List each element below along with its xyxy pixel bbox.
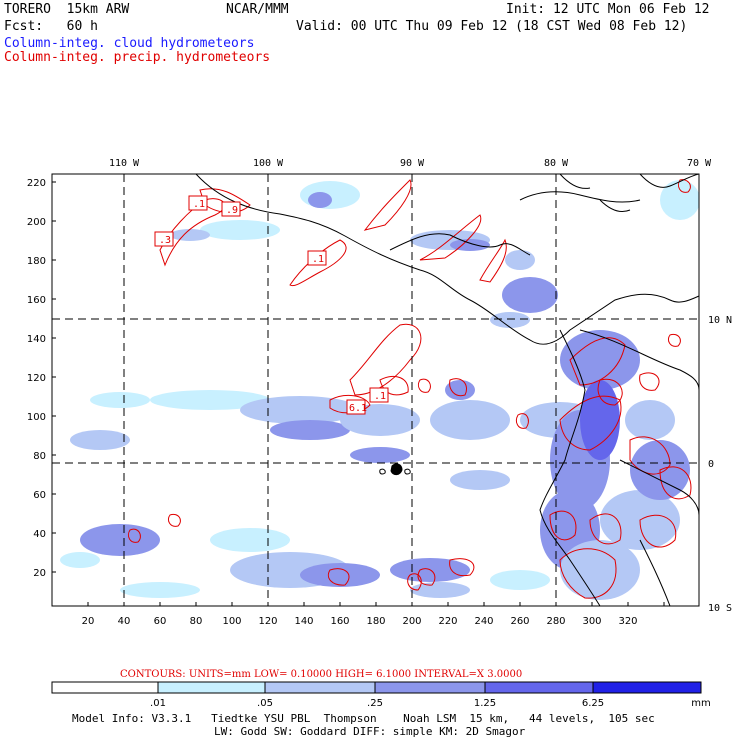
x-tick: 140 — [294, 616, 313, 627]
forecast-hour: Fcst: 60 h — [4, 19, 98, 34]
contour-info: CONTOURS: UNITS=mm LOW= 0.10000 HIGH= 6.… — [120, 669, 522, 680]
colorbar-tick: 1.25 — [474, 698, 496, 709]
y-tick: 100 — [27, 412, 46, 423]
precip-field-legend: Column-integ. precip. hydrometeors — [4, 50, 271, 65]
colorbar — [51, 681, 702, 694]
coastlines — [195, 174, 699, 606]
y-tick: 160 — [27, 295, 46, 306]
lat-labels: 10 N 0 10 S — [708, 315, 732, 614]
x-tick: 280 — [546, 616, 565, 627]
y-tick: 200 — [27, 217, 46, 228]
y-axis: 20 40 60 80 100 120 140 160 180 200 220 — [27, 178, 46, 579]
y-tick: 60 — [33, 490, 46, 501]
x-tick: 200 — [402, 616, 421, 627]
org-label: NCAR/MMM — [226, 2, 289, 17]
x-tick: 180 — [366, 616, 385, 627]
colorbar-tick: .01 — [150, 698, 166, 709]
lat-label: 0 — [708, 459, 714, 470]
colorbar-tick: .25 — [367, 698, 383, 709]
cloud-field-legend: Column-integ. cloud hydrometeors — [4, 36, 255, 51]
lon-labels: 110 W 100 W 90 W 80 W 70 W — [109, 158, 712, 169]
contour-label: .3 — [159, 235, 171, 246]
y-tick: 220 — [27, 178, 46, 189]
x-tick: 40 — [118, 616, 131, 627]
y-tick: 40 — [33, 529, 46, 540]
contour-label: .1 — [193, 199, 205, 210]
colorbar-ticks: .01 .05 .25 1.25 6.25 mm — [150, 698, 711, 709]
cloud-shading — [60, 180, 699, 600]
contour-label-boxes — [154, 195, 389, 415]
x-tick: 20 — [82, 616, 95, 627]
lon-label: 80 W — [544, 158, 569, 169]
colorbar-tick: 6.25 — [582, 698, 604, 709]
init-label: Init: 12 UTC Mon 06 Feb 12 — [506, 2, 710, 17]
contour-label: .9 — [226, 205, 238, 216]
y-tick: 180 — [27, 256, 46, 267]
colorbar-tick: .05 — [257, 698, 273, 709]
lat-label: 10 S — [708, 603, 732, 614]
lon-label: 70 W — [687, 158, 712, 169]
x-tick: 220 — [438, 616, 457, 627]
x-tick: 160 — [330, 616, 349, 627]
x-tick: 80 — [190, 616, 203, 627]
lat-label: 10 N — [708, 315, 732, 326]
model-title: TORERO 15km ARW — [4, 2, 130, 17]
x-tick: 300 — [582, 616, 601, 627]
colorbar-unit: mm — [691, 698, 710, 709]
model-physics: LW: Godd SW: Goddard DIFF: simple KM: 2D… — [214, 725, 526, 738]
x-tick: 100 — [222, 616, 241, 627]
contour-label: .1 — [312, 254, 324, 265]
y-tick: 20 — [33, 568, 46, 579]
x-tick: 60 — [154, 616, 167, 627]
x-tick: 240 — [474, 616, 493, 627]
lon-label: 90 W — [400, 158, 425, 169]
x-tick: 260 — [510, 616, 529, 627]
y-tick: 120 — [27, 373, 46, 384]
x-axis: 20 40 60 80 100 120 140 160 180 200 220 … — [82, 616, 638, 627]
contour-label: .1 — [374, 391, 386, 402]
valid-time: Valid: 00 UTC Thu 09 Feb 12 (18 CST Wed … — [296, 19, 688, 34]
y-tick: 140 — [27, 334, 46, 345]
model-info: Model Info: V3.3.1 Tiedtke YSU PBL Thomp… — [72, 712, 655, 725]
x-tick: 320 — [618, 616, 637, 627]
x-tick: 120 — [258, 616, 277, 627]
y-tick: 80 — [33, 451, 46, 462]
contour-label: 6.1 — [349, 403, 367, 414]
lon-label: 110 W — [109, 158, 140, 169]
lat-lon-grid — [52, 174, 699, 606]
lon-label: 100 W — [253, 158, 284, 169]
